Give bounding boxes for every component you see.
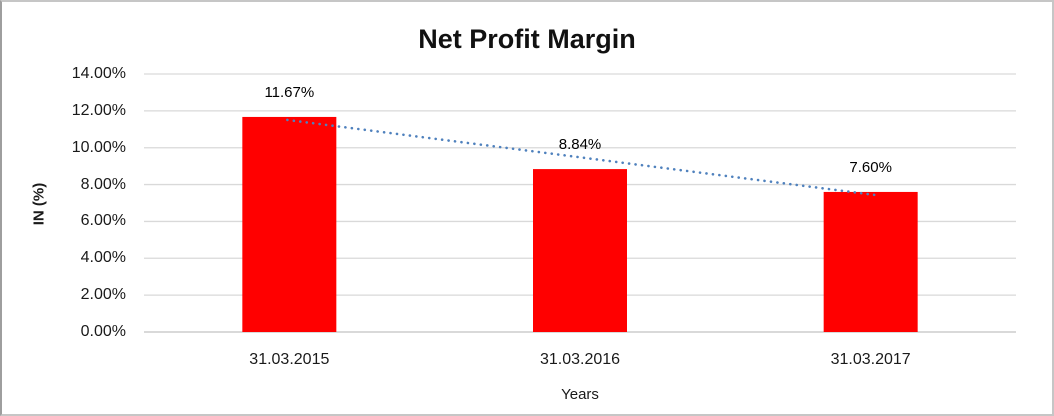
bar-data-label: 11.67% (264, 83, 315, 101)
y-tick-label: 8.00% (80, 175, 126, 193)
x-axis-title: Years (561, 386, 599, 403)
chart-title: Net Profit Margin (418, 24, 636, 54)
bar-31.03.2015 (242, 116, 337, 332)
bar-data-label: 7.60% (849, 158, 892, 176)
bar-31.03.2016 (533, 169, 627, 332)
y-tick-label: 10.00% (71, 138, 126, 156)
x-category-label: 31.03.2017 (830, 351, 911, 368)
bar-31.03.2017 (823, 191, 918, 332)
y-tick-label: 2.00% (80, 286, 126, 304)
y-tick-label: 6.00% (80, 212, 126, 230)
y-tick-label: 4.00% (80, 249, 126, 267)
x-category-label: 31.03.2016 (539, 351, 621, 368)
trendline-dotted (286, 118, 876, 197)
bar-data-label: 8.84% (558, 136, 602, 154)
x-category-label: 31.03.2015 (249, 351, 330, 368)
y-tick-label: 14.00% (71, 65, 126, 82)
y-tick-label: 12.00% (71, 101, 126, 119)
y-tick-label: 0.00% (80, 323, 126, 340)
